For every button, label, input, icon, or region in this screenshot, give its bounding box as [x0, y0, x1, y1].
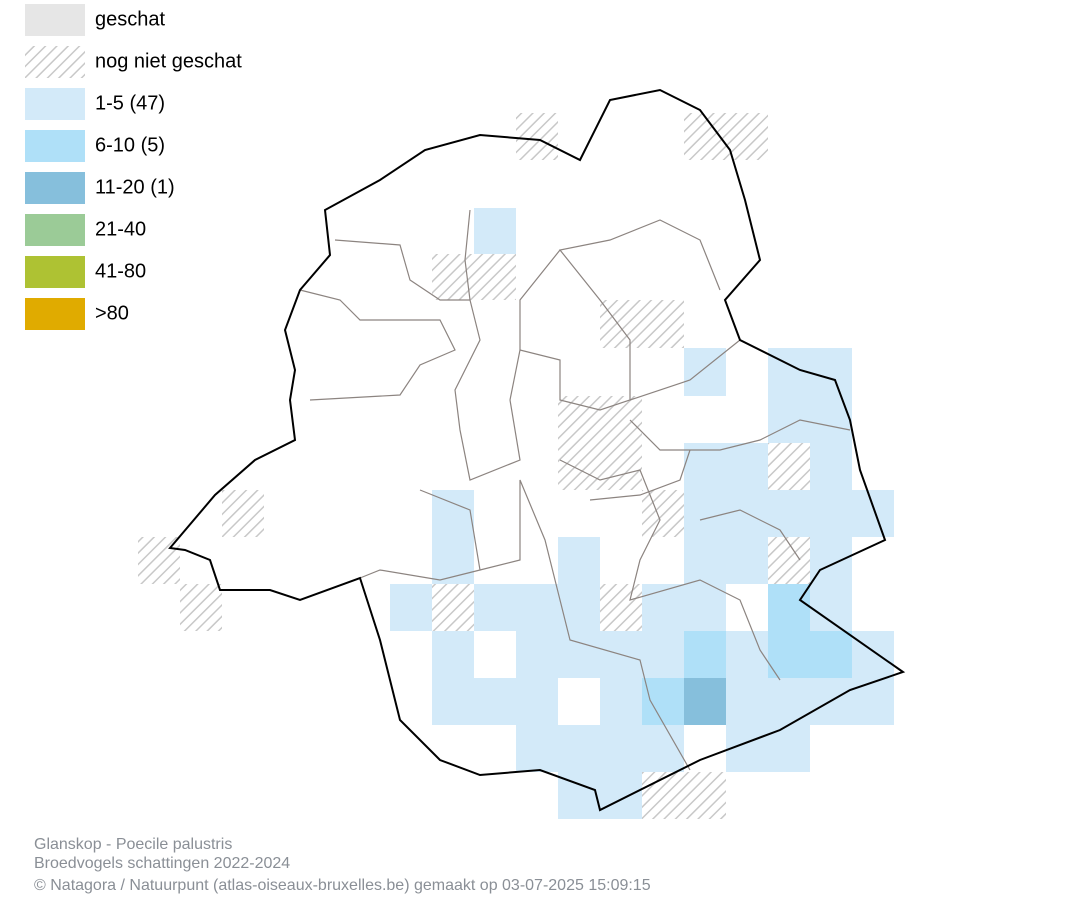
legend-label: 41-80 [95, 260, 146, 282]
grid-cell [558, 537, 600, 584]
grid-cell [600, 584, 642, 631]
grid-cell [642, 584, 684, 631]
grid-cell [474, 208, 516, 254]
grid-cell [768, 490, 810, 537]
grid-cell [600, 443, 642, 490]
grid-cell [558, 443, 600, 490]
grid-cell [768, 443, 810, 490]
legend-swatch [25, 298, 85, 330]
grid-cell [600, 678, 642, 725]
grid-cell [558, 725, 600, 772]
legend-swatch [25, 88, 85, 120]
grid-cell [684, 772, 726, 819]
credit: © Natagora / Natuurpunt (atlas-oiseaux-b… [34, 877, 651, 894]
commune-borders [299, 209, 851, 771]
grid-cell [600, 725, 642, 772]
grid-cell [810, 490, 852, 537]
grid-cell [516, 113, 558, 160]
grid-cell [726, 631, 768, 678]
grid-cell [684, 490, 726, 537]
legend-swatch [25, 46, 85, 78]
grid-cell [726, 443, 768, 490]
grid-cell [810, 396, 852, 443]
legend-label: 21-40 [95, 218, 146, 240]
species: Glanskop - Poecile palustris [34, 836, 232, 853]
grid-cell [642, 772, 684, 819]
grid-cells [138, 113, 894, 819]
grid-cell [852, 631, 894, 678]
legend: geschat nog niet geschat 1-5 (47) 6-10 (5) 1… [25, 4, 242, 330]
grid-cell [558, 631, 600, 678]
grid-cell [642, 490, 684, 537]
legend-swatch [25, 130, 85, 162]
grid-cell [600, 772, 642, 819]
grid-cell [642, 300, 684, 348]
grid-cell [516, 678, 558, 725]
grid-cell [600, 300, 642, 348]
grid-cell [516, 631, 558, 678]
grid-cell [768, 678, 810, 725]
legend-swatch [25, 256, 85, 288]
grid-cell [726, 113, 768, 160]
grid-cell [726, 537, 768, 584]
legend-label: geschat [95, 8, 165, 30]
grid-cell [810, 348, 852, 396]
grid-cell [432, 678, 474, 725]
grid-cell [810, 584, 852, 631]
grid-cell [474, 254, 516, 300]
grid-cell [684, 537, 726, 584]
legend-label: nog niet geschat [95, 50, 242, 72]
grid-cell [180, 584, 222, 631]
grid-cell [390, 584, 432, 631]
grid-cell [768, 396, 810, 443]
grid-cell [852, 678, 894, 725]
grid-cell [558, 396, 600, 443]
grid-cell [516, 584, 558, 631]
grid-cell [474, 584, 516, 631]
subtitle: Broedvogels schattingen 2022-2024 [34, 855, 290, 872]
legend-label: 6-10 (5) [95, 134, 165, 156]
legend-swatch [25, 4, 85, 36]
region-border [168, 88, 906, 812]
grid-cell [642, 678, 684, 725]
grid-cell [516, 725, 558, 772]
grid-cell [810, 631, 852, 678]
grid-cell [684, 678, 726, 725]
grid-cell [432, 631, 474, 678]
grid-cell [558, 584, 600, 631]
legend-label: 11-20 (1) [95, 176, 175, 198]
legend-swatch [25, 214, 85, 246]
grid-cell [600, 396, 642, 443]
grid-cell [768, 631, 810, 678]
grid-cell [768, 584, 810, 631]
grid-cell [684, 631, 726, 678]
grid-cell [642, 725, 684, 772]
grid-cell [768, 348, 810, 396]
legend-swatch [25, 172, 85, 204]
grid-cell [684, 348, 726, 396]
grid-cell [810, 443, 852, 490]
grid-cell [474, 678, 516, 725]
grid-cell [852, 490, 894, 537]
grid-cell [768, 537, 810, 584]
grid-cell [684, 443, 726, 490]
grid-cell [432, 584, 474, 631]
grid-cell [726, 678, 768, 725]
grid-cell [642, 631, 684, 678]
legend-label: 1-5 (47) [95, 92, 165, 114]
legend-label: >80 [95, 302, 129, 324]
grid-cell [684, 584, 726, 631]
grid-cell [222, 490, 264, 537]
